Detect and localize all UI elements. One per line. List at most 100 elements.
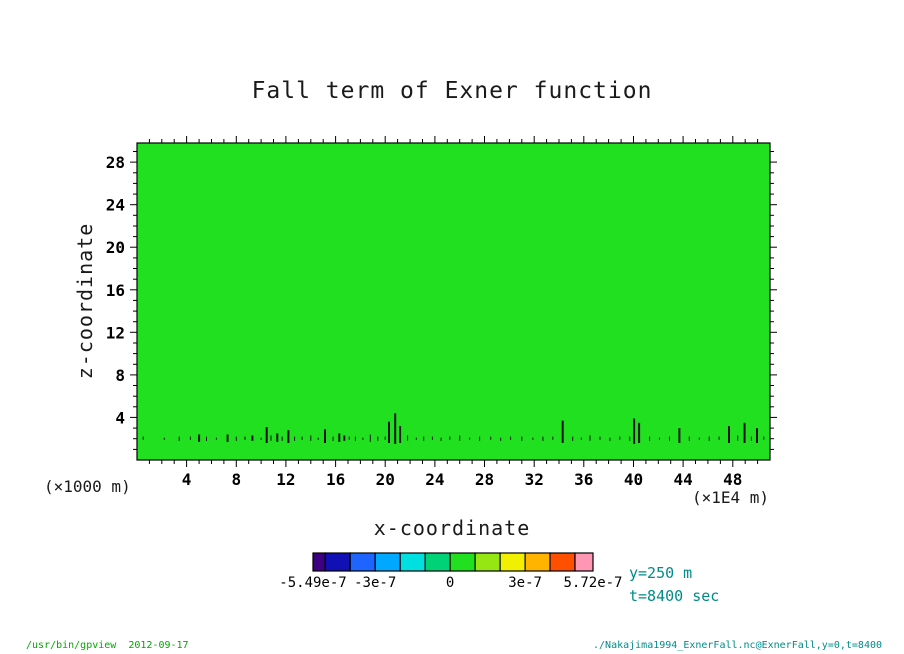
speckle-mark [251,435,254,441]
speckle-mark [629,436,631,441]
speckle-mark [215,437,217,440]
speckle-mark [669,436,670,441]
speckle-mark [633,418,636,444]
y-tick-label: 20 [106,238,125,257]
speckle-mark [599,436,601,440]
colorbar-cell [312,552,326,572]
plot-field [136,142,771,461]
colorbar-label: 5.72e-7 [563,575,622,591]
speckle-mark [521,436,523,441]
y-tick-label: 16 [106,281,125,300]
speckle-mark [377,436,379,441]
x-tick-label: 8 [231,470,241,489]
x-tick-label: 32 [525,470,544,489]
chart-title: Fall term of Exner function [251,78,653,104]
colorbar-cell [474,552,501,572]
colorbar-cell [399,552,426,572]
speckle-mark [449,436,451,440]
speckle-mark [260,437,262,440]
speckle-mark [354,436,356,441]
speckle-mark [708,436,710,441]
speckle-mark [619,436,621,440]
speckle-mark [281,436,283,441]
speckle-mark [552,436,554,440]
speckle-mark [423,436,425,441]
speckle-mark [206,436,207,441]
x-tick-label: 36 [574,470,593,489]
x-tick-label: 16 [326,470,345,489]
y-tick-label: 4 [115,408,125,427]
speckle-mark [407,435,409,441]
speckle-mark [609,437,611,441]
annotation-t: t=8400 sec [629,587,720,605]
y-axis-title: z-coordinate [73,222,97,380]
x-tick-label: 24 [425,470,444,489]
x-tick-label: 48 [723,470,742,489]
speckle-mark [178,436,180,441]
speckle-mark [688,436,690,441]
speckle-mark [163,437,165,440]
x-axis-unit-left: (×1000 m) [44,477,131,496]
speckle-mark [244,436,246,440]
speckle-mark [235,436,237,441]
colorbar-cell [424,552,451,572]
speckle-mark [431,436,433,440]
speckle-mark [332,436,334,441]
colorbar-cell [524,552,551,572]
y-tick-label: 24 [106,196,125,215]
speckle-mark [659,437,660,440]
speckle-mark [265,427,268,443]
colorbar-label: 3e-7 [508,575,542,591]
x-tick-label: 28 [475,470,494,489]
speckle-mark [348,436,350,440]
speckle-mark [415,437,417,440]
x-tick-label: 20 [376,470,395,489]
speckle-mark [276,433,279,442]
speckle-mark [756,428,758,443]
speckle-mark [189,436,191,440]
speckle-mark [580,437,582,440]
y-tick-label: 28 [106,153,125,172]
speckle-mark [399,426,402,443]
speckle-mark [142,436,144,440]
speckle-mark [718,436,720,440]
x-tick-label: 40 [624,470,643,489]
y-tick-label: 12 [106,323,125,342]
speckle-mark [638,422,641,443]
speckle-mark [198,434,201,442]
speckle-mark [338,433,341,442]
speckle-mark [698,437,700,440]
speckle-mark [294,436,296,441]
colorbar-cell [499,552,526,572]
speckle-mark [728,426,730,443]
speckle-mark [369,434,371,442]
x-tick-label: 44 [673,470,692,489]
speckle-mark [343,435,346,441]
speckle-mark [270,435,272,441]
speckle-mark [510,436,512,440]
speckle-mark [440,437,442,441]
footer-file: ./Nakajima1994_ExnerFall.nc@ExnerFall,y=… [593,640,882,651]
speckle-mark [384,436,386,440]
speckle-mark [317,437,319,440]
speckle-mark [532,437,534,440]
colorbar-cell [549,552,576,572]
speckle-mark [737,435,739,441]
colorbar-cell [574,552,594,572]
speckle-mark [490,436,492,440]
speckle-mark [743,422,746,443]
colorbar-cell [449,552,476,572]
colorbar-label: -3e-7 [354,575,396,591]
speckle-mark [362,437,364,440]
colorbar-label: -5.49e-7 [279,575,346,591]
colorbar-cell [349,552,376,572]
speckle-mark [763,436,765,440]
speckle-mark [572,436,574,441]
x-tick-label: 4 [182,470,192,489]
speckle-mark [301,436,303,440]
speckle-mark [542,436,544,441]
colorbar-cell [374,552,401,572]
speckle-mark [394,413,397,444]
